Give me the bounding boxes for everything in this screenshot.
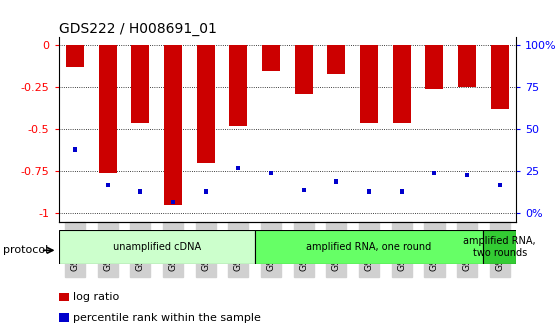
Bar: [73, 148, 77, 152]
Text: log ratio: log ratio: [73, 292, 119, 302]
Text: amplified RNA, one round: amplified RNA, one round: [306, 242, 432, 252]
Bar: [458, 45, 476, 87]
Bar: [491, 45, 509, 109]
Bar: [66, 45, 84, 67]
Text: amplified RNA,
two rounds: amplified RNA, two rounds: [464, 236, 536, 258]
Text: protocol: protocol: [3, 245, 48, 255]
Bar: [295, 45, 312, 94]
Bar: [360, 45, 378, 123]
Bar: [138, 190, 142, 194]
Bar: [59, 230, 254, 264]
Bar: [105, 183, 109, 187]
Bar: [483, 230, 516, 264]
Bar: [302, 188, 306, 192]
Bar: [254, 230, 483, 264]
Bar: [171, 200, 175, 204]
Bar: [196, 45, 215, 163]
Bar: [269, 171, 273, 175]
Bar: [498, 183, 502, 187]
Bar: [465, 173, 469, 177]
Bar: [328, 45, 345, 74]
Bar: [164, 45, 182, 205]
Bar: [432, 171, 436, 175]
Bar: [262, 45, 280, 71]
Bar: [229, 45, 247, 126]
Text: GDS222 / H008691_01: GDS222 / H008691_01: [59, 22, 217, 36]
Bar: [99, 45, 117, 173]
Bar: [425, 45, 444, 89]
Bar: [237, 166, 240, 170]
Bar: [400, 190, 404, 194]
Text: unamplified cDNA: unamplified cDNA: [113, 242, 201, 252]
Bar: [131, 45, 150, 123]
Bar: [393, 45, 411, 123]
Bar: [367, 190, 371, 194]
Bar: [334, 179, 338, 183]
Text: percentile rank within the sample: percentile rank within the sample: [73, 312, 261, 323]
Bar: [204, 190, 208, 194]
